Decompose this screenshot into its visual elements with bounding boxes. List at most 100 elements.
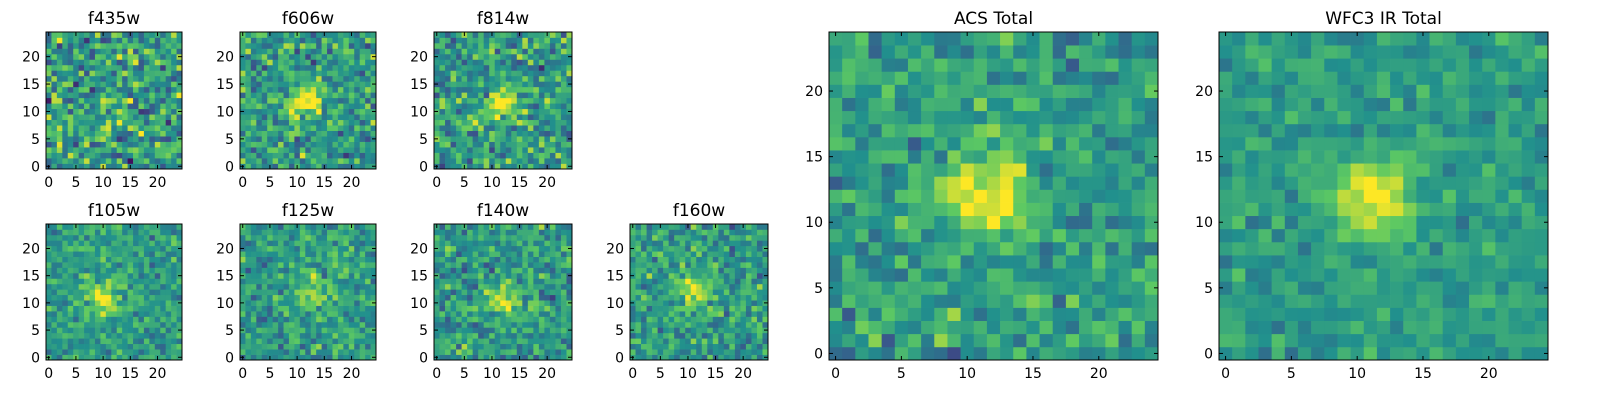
heatmap-cell	[434, 119, 440, 126]
heatmap-cell	[160, 86, 167, 93]
heatmap-cell	[272, 70, 279, 77]
heatmap-cell	[701, 338, 708, 345]
heatmap-cell	[105, 289, 112, 296]
heatmap-cell	[934, 189, 948, 203]
heatmap-cell	[288, 332, 295, 339]
heatmap-cell	[522, 283, 529, 290]
heatmap-cell	[89, 332, 96, 339]
heatmap-cell	[78, 136, 85, 142]
heatmap-cell	[745, 343, 752, 350]
heatmap-cell	[370, 349, 377, 355]
heatmap-cell	[116, 283, 123, 290]
heatmap-cell	[527, 158, 534, 164]
heatmap-cell	[348, 256, 355, 263]
heatmap-cell	[46, 42, 52, 49]
heatmap-cell	[456, 70, 462, 77]
heatmap-cell	[762, 321, 769, 328]
heatmap-cell	[310, 114, 317, 121]
heatmap-cell	[635, 321, 642, 328]
heatmap-cell	[483, 114, 490, 121]
heatmap-cell	[348, 114, 355, 121]
heatmap-cell	[734, 289, 741, 296]
heatmap-cell	[729, 224, 736, 230]
heatmap-cell	[439, 103, 446, 110]
heatmap-cell	[701, 224, 708, 230]
heatmap-cell	[51, 42, 58, 49]
heatmap-cell	[947, 307, 961, 321]
heatmap-cell	[105, 224, 112, 230]
heatmap-cell	[630, 283, 636, 290]
heatmap-cell	[467, 245, 473, 252]
heatmap-cell	[439, 125, 446, 131]
heatmap-cell	[365, 97, 371, 104]
heatmap-cell	[171, 32, 177, 38]
heatmap-cell	[354, 262, 361, 268]
heatmap-cell	[881, 163, 896, 177]
heatmap-cell	[522, 158, 529, 164]
heatmap-cell	[56, 70, 63, 77]
heatmap-cell	[1065, 176, 1080, 190]
heatmap-cell	[894, 202, 909, 217]
heatmap-cell	[1000, 268, 1014, 282]
heatmap-cell	[127, 349, 134, 355]
heatmap-cell	[533, 130, 540, 137]
heatmap-cell	[544, 81, 551, 88]
heatmap-cell	[734, 245, 741, 252]
heatmap-cell	[434, 75, 440, 82]
heatmap-cell	[461, 278, 468, 285]
heatmap-cell	[89, 327, 96, 334]
heatmap-cell	[663, 272, 669, 279]
heatmap-cell	[527, 119, 534, 126]
heatmap-cell	[450, 158, 457, 164]
heatmap-cell	[566, 267, 573, 274]
heatmap-cell	[100, 229, 107, 236]
heatmap-cell	[842, 346, 856, 361]
heatmap-cell	[299, 108, 306, 115]
heatmap-cell	[327, 70, 333, 77]
heatmap-cell	[67, 349, 74, 355]
heatmap-cell	[522, 234, 529, 241]
x-tick-label: 5	[71, 366, 80, 382]
y-tick-label: 15	[216, 77, 234, 93]
heatmap-cell	[533, 338, 540, 345]
heatmap-cell	[240, 251, 246, 257]
heatmap-cell	[56, 75, 63, 82]
heatmap-cell	[305, 321, 312, 328]
heatmap-cell	[1013, 320, 1027, 335]
heatmap-cell	[149, 294, 156, 301]
heatmap-cell	[538, 267, 545, 274]
heatmap-cell	[505, 141, 512, 148]
heatmap-cell	[111, 311, 118, 317]
heatmap-cell	[100, 349, 107, 355]
heatmap-cell	[630, 338, 636, 345]
heatmap-cell	[467, 81, 473, 88]
heatmap-cell	[450, 48, 457, 55]
heatmap-cell	[478, 64, 485, 71]
heatmap-cell	[267, 327, 273, 334]
heatmap-cell	[62, 136, 69, 142]
heatmap-cell	[566, 321, 573, 328]
heatmap-cell	[445, 53, 451, 60]
heatmap-cell	[533, 272, 540, 279]
heatmap-cell	[434, 262, 440, 268]
heatmap-cell	[461, 262, 468, 268]
heatmap-cell	[566, 125, 573, 131]
heatmap-cell	[472, 59, 479, 66]
heatmap-cell	[494, 119, 501, 126]
heatmap-cell	[111, 119, 118, 126]
heatmap-cell	[116, 75, 123, 82]
heatmap-cell	[160, 311, 167, 317]
heatmap-cell	[445, 224, 451, 230]
heatmap-cell	[934, 268, 948, 282]
heatmap-cell	[337, 59, 344, 66]
heatmap-cell	[348, 59, 355, 66]
heatmap-cell	[516, 305, 523, 312]
heatmap-cell	[467, 114, 473, 121]
heatmap-cell	[868, 294, 882, 308]
heatmap-cell	[511, 327, 518, 334]
heatmap-cell	[78, 119, 85, 126]
heatmap-cell	[245, 81, 252, 88]
heatmap-cell	[256, 152, 263, 159]
heatmap-cell	[56, 141, 63, 148]
heatmap-cell	[467, 70, 473, 77]
